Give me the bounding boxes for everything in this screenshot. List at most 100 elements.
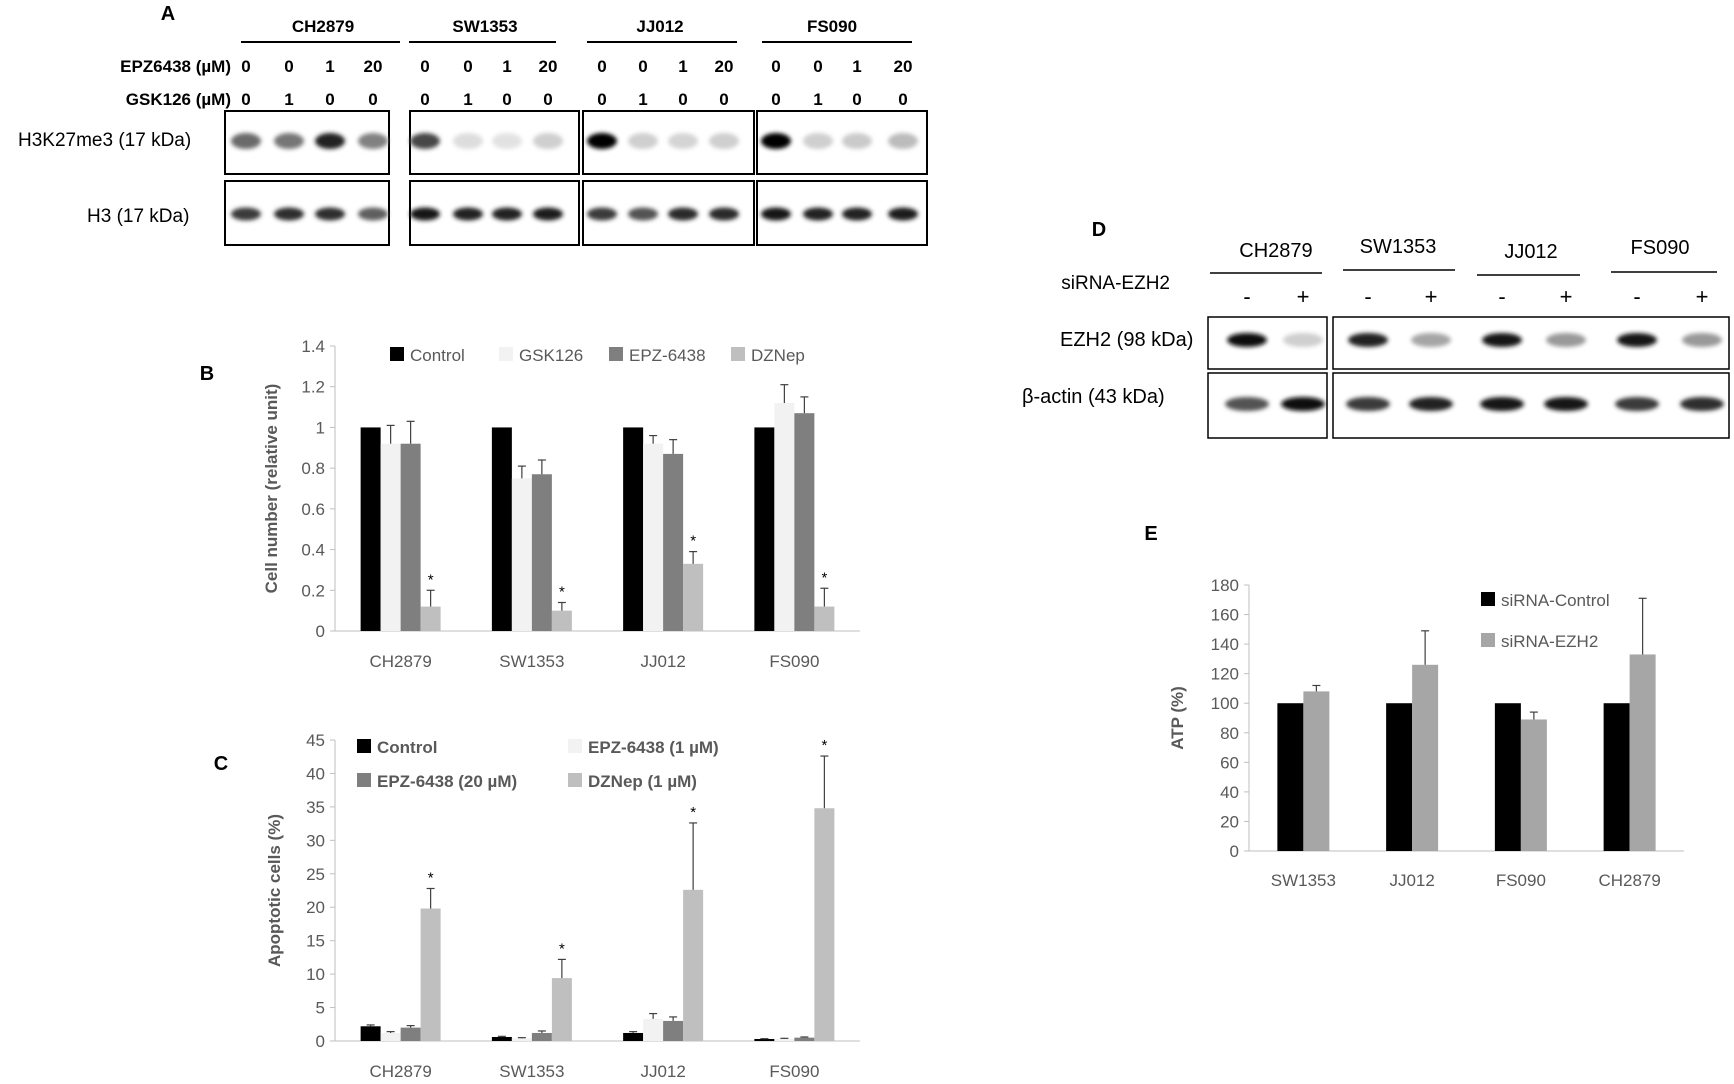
- band-h3-fs090-lane-2: [803, 207, 833, 221]
- gsk-dose-label: 0: [241, 90, 250, 109]
- blot-a-header-fs090: FS090: [807, 17, 857, 36]
- blot-a-header-sw1353: SW1353: [452, 17, 517, 36]
- band-h3k27me3-jj012-lane-2: [628, 133, 658, 149]
- blot-d-header-sw1353: SW1353: [1360, 236, 1437, 258]
- epz-dose-label: 1: [678, 57, 687, 76]
- blot-d-row-label-beta-actin: β-actin (43 kDa): [1022, 386, 1165, 408]
- sirna-sign-label: -: [1498, 284, 1505, 309]
- band-beta-actin-jj012-minus: [1480, 397, 1524, 411]
- bar-epz-6438-20-um-sw1353: [531, 1032, 552, 1041]
- gsk-dose-label: 0: [678, 90, 687, 109]
- y-tick-label: 0.8: [301, 459, 325, 478]
- bar-sirna-control-fs090: [1494, 703, 1521, 851]
- y-tick-label: 0.6: [301, 500, 325, 519]
- epz-dose-label: 0: [597, 57, 606, 76]
- y-tick-label: 160: [1211, 606, 1239, 625]
- bar-dznep-ch2879: [420, 606, 441, 631]
- y-tick-label: 20: [306, 898, 325, 917]
- bar-sirna-ezh2-sw1353: [1303, 691, 1330, 851]
- blot-d-frame-ezh2: [1332, 316, 1730, 370]
- panel-letter-c: C: [214, 753, 228, 775]
- gsk-dose-label: 1: [284, 90, 293, 109]
- x-category-label: JJ012: [640, 652, 685, 671]
- bar-control-jj012: [623, 427, 644, 631]
- panel-b-chart: 0 0.2 0.4 0.6 0.8 1 1.2 1.4 Cell number (relativ…: [262, 337, 860, 671]
- band-beta-actin-ch2879-plus: [1281, 397, 1325, 411]
- epz6438-dose-row-label: EPZ6438 (µM): [120, 57, 231, 76]
- bar-epz-6438-20-um-jj012: [663, 1020, 684, 1041]
- band-beta-actin-sw1353-plus: [1409, 397, 1453, 411]
- band-h3-fs090-lane-3: [842, 207, 872, 221]
- y-tick-label: 60: [1220, 753, 1239, 772]
- epz-dose-label: 0: [420, 57, 429, 76]
- legend-swatch-epz-6438-1-um: [568, 739, 582, 753]
- gsk-dose-label: 0: [771, 90, 780, 109]
- legend-swatch-dznep: [731, 347, 745, 361]
- y-tick-label: 10: [306, 965, 325, 984]
- significance-marker-fs090: *: [821, 737, 827, 754]
- legend-label-epz-6438: EPZ-6438: [629, 346, 706, 365]
- epz-dose-label: 0: [463, 57, 472, 76]
- legend-swatch-epz-6438-20-um: [357, 773, 371, 787]
- epz-dose-label: 20: [715, 57, 734, 76]
- y-tick-label: 25: [306, 865, 325, 884]
- x-category-label: SW1353: [1271, 871, 1336, 890]
- band-h3k27me3-sw1353-lane-1: [410, 133, 440, 149]
- x-category-label: CH2879: [1598, 871, 1660, 890]
- bar-control-fs090: [754, 427, 775, 631]
- x-category-label: JJ012: [1389, 871, 1434, 890]
- bar-gsk126-sw1353: [511, 478, 532, 631]
- y-tick-label: 0.2: [301, 581, 325, 600]
- band-h3-jj012-lane-3: [668, 207, 698, 221]
- band-h3k27me3-jj012-lane-1: [587, 133, 617, 149]
- band-beta-actin-jj012-plus: [1544, 397, 1588, 411]
- y-tick-label: 0: [316, 1032, 325, 1051]
- band-beta-actin-ch2879-minus: [1225, 397, 1269, 411]
- epz-dose-label: 0: [284, 57, 293, 76]
- bar-control-ch2879: [360, 427, 381, 631]
- bar-epz-6438-1-um-fs090: [774, 1038, 795, 1041]
- blot-a-row-label-h3k27me3: H3K27me3 (17 kDa): [18, 130, 191, 151]
- bar-epz-6438-1-um-sw1353: [511, 1038, 532, 1041]
- bar-epz-6438-20-um-fs090: [794, 1037, 815, 1041]
- panel-letter-d: D: [1092, 219, 1106, 241]
- epz-dose-label: 20: [539, 57, 558, 76]
- epz-dose-label: 0: [241, 57, 250, 76]
- band-ezh2-jj012-plus: [1546, 333, 1586, 347]
- bar-epz-6438-sw1353: [531, 474, 552, 631]
- band-ezh2-fs090-plus: [1682, 333, 1722, 347]
- y-tick-label: 40: [1220, 783, 1239, 802]
- epz-dose-label: 0: [771, 57, 780, 76]
- sirna-sign-label: +: [1560, 284, 1573, 309]
- bar-epz-6438-fs090: [794, 413, 815, 631]
- band-h3k27me3-ch2879-lane-3: [315, 133, 345, 149]
- blot-a-header-jj012: JJ012: [636, 17, 683, 36]
- legend-label-dznep-1-um: DZNep (1 µM): [588, 772, 697, 791]
- legend-swatch-dznep-1-um: [568, 773, 582, 787]
- bar-dznep-sw1353: [551, 610, 572, 631]
- sirna-sign-label: -: [1364, 284, 1371, 309]
- bar-control-sw1353: [491, 427, 512, 631]
- gsk-dose-label: 1: [638, 90, 647, 109]
- blot-d-header-fs090: FS090: [1631, 237, 1690, 259]
- legend-swatch-control: [390, 347, 404, 361]
- bar-dznep-1-um-fs090: [814, 808, 835, 1041]
- epz-dose-label: 20: [894, 57, 913, 76]
- y-tick-label: 5: [316, 999, 325, 1018]
- blot-d-frame-actin: [1332, 372, 1730, 439]
- panel-a-western-blot: CH2879 0 0 0 1 1 0 20 0 SW1353 0 0 0 1 1 0 20 0 JJ012 0 0 0 1 1…: [18, 17, 928, 246]
- bar-control-sw1353: [491, 1036, 512, 1041]
- bar-dznep-fs090: [814, 606, 835, 631]
- legend-swatch-sirna-ezh2: [1481, 633, 1495, 647]
- band-h3-sw1353-lane-1: [410, 207, 440, 221]
- legend-label-control: Control: [410, 346, 465, 365]
- y-axis-title: Apoptotic cells (%): [265, 814, 284, 967]
- gsk-dose-label: 1: [813, 90, 822, 109]
- epz-dose-label: 20: [364, 57, 383, 76]
- x-category-label: FS090: [769, 1062, 819, 1081]
- significance-marker-ch2879: *: [428, 571, 434, 588]
- x-category-label: SW1353: [499, 652, 564, 671]
- gsk-dose-label: 0: [898, 90, 907, 109]
- band-h3-ch2879-lane-4: [358, 207, 388, 221]
- blot-d-header-jj012: JJ012: [1504, 241, 1557, 263]
